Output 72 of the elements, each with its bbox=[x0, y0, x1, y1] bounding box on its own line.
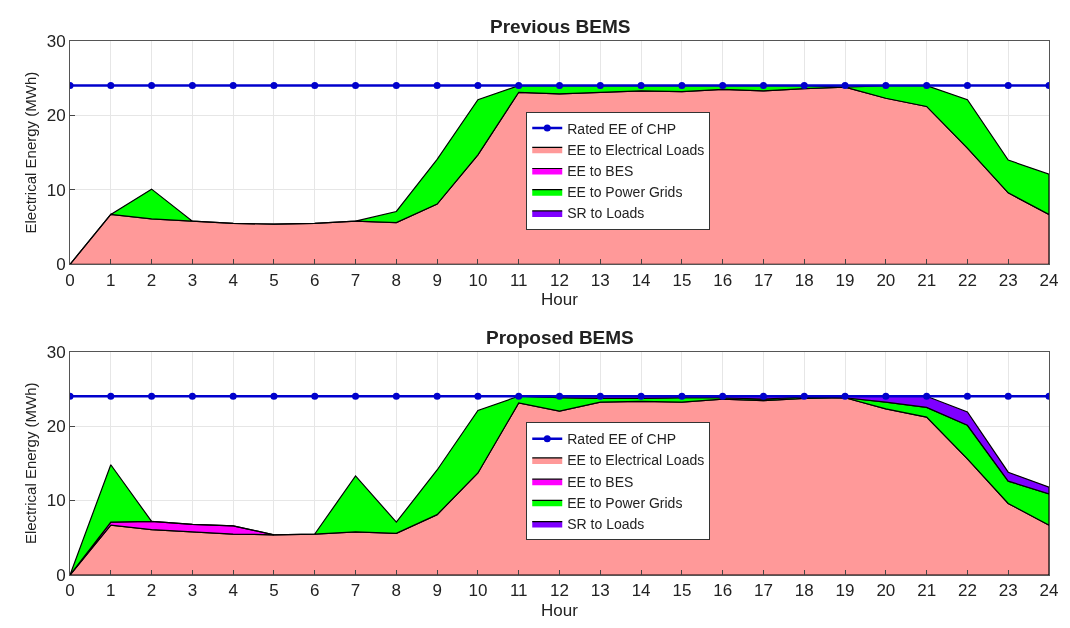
x-tick-label: 9 bbox=[432, 581, 442, 601]
x-axis-title: Hour bbox=[541, 290, 579, 310]
chart-title: Proposed BEMS bbox=[486, 327, 634, 348]
x-tick-label: 10 bbox=[468, 270, 488, 290]
y-tick-label: 30 bbox=[46, 342, 66, 362]
x-tick-label: 5 bbox=[269, 270, 279, 290]
x-tick-label: 7 bbox=[350, 270, 361, 290]
x-tick-label: 19 bbox=[835, 270, 855, 290]
x-tick-label: 14 bbox=[631, 581, 651, 601]
y-tick-label: 0 bbox=[56, 565, 66, 585]
x-tick-label: 19 bbox=[835, 581, 855, 601]
y-tick-label: 20 bbox=[46, 106, 66, 126]
x-tick-label: 3 bbox=[187, 581, 198, 601]
legend-label: Rated EE of CHP bbox=[567, 431, 677, 448]
legend-label: EE to Electrical Loads bbox=[567, 141, 705, 158]
x-tick-label: 8 bbox=[391, 581, 402, 601]
y-axis-title: Electrical Energy (MWh) bbox=[21, 71, 39, 234]
x-tick-label: 9 bbox=[432, 270, 442, 290]
x-tick-label: 20 bbox=[876, 270, 896, 290]
legend-label: SR to Loads bbox=[567, 516, 645, 533]
x-tick-label: 7 bbox=[350, 581, 361, 601]
x-tick-label: 15 bbox=[672, 581, 692, 601]
x-tick-label: 13 bbox=[590, 581, 610, 601]
x-tick-label: 16 bbox=[713, 581, 733, 601]
y-tick-label: 10 bbox=[46, 180, 66, 200]
x-tick-label: 4 bbox=[228, 270, 238, 290]
x-tick-label: 18 bbox=[794, 270, 814, 290]
y-tick-label: 20 bbox=[46, 416, 66, 436]
x-tick-label: 2 bbox=[146, 270, 157, 290]
x-tick-label: 3 bbox=[187, 270, 198, 290]
x-tick-label: 10 bbox=[468, 581, 488, 601]
x-tick-label: 23 bbox=[998, 270, 1018, 290]
x-tick-label: 5 bbox=[269, 581, 279, 601]
x-tick-label: 12 bbox=[550, 581, 569, 601]
x-tick-label: 6 bbox=[310, 270, 320, 290]
legend-label: EE to Electrical Loads bbox=[567, 452, 705, 469]
x-tick-label: 15 bbox=[672, 270, 692, 290]
legend-label: SR to Loads bbox=[567, 205, 645, 222]
x-tick-label: 24 bbox=[1039, 581, 1059, 601]
legend-label: EE to BES bbox=[567, 473, 634, 490]
x-tick-label: 1 bbox=[106, 581, 116, 601]
x-tick-label: 20 bbox=[876, 581, 896, 601]
x-tick-label: 21 bbox=[917, 581, 937, 601]
x-tick-label: 21 bbox=[917, 270, 937, 290]
legend-label: EE to Power Grids bbox=[567, 494, 683, 511]
x-tick-label: 23 bbox=[998, 581, 1018, 601]
x-tick-label: 6 bbox=[310, 581, 320, 601]
x-tick-label: 12 bbox=[550, 270, 569, 290]
y-tick-label: 30 bbox=[46, 31, 66, 51]
x-tick-label: 24 bbox=[1039, 270, 1059, 290]
x-tick-label: 14 bbox=[631, 270, 651, 290]
chart-title: Previous BEMS bbox=[490, 16, 631, 37]
x-axis-title: Hour bbox=[541, 600, 579, 620]
y-tick-label: 10 bbox=[46, 491, 66, 511]
x-tick-label: 17 bbox=[754, 581, 773, 601]
x-tick-label: 16 bbox=[713, 270, 733, 290]
x-tick-label: 13 bbox=[590, 270, 610, 290]
x-tick-label: 8 bbox=[391, 270, 402, 290]
y-axis-title: Electrical Energy (MWh) bbox=[21, 382, 39, 545]
x-tick-label: 1 bbox=[106, 270, 116, 290]
x-tick-label: 2 bbox=[146, 581, 157, 601]
legend-label: EE to BES bbox=[567, 162, 634, 179]
x-tick-label: 11 bbox=[509, 581, 528, 601]
x-tick-label: 17 bbox=[754, 270, 773, 290]
x-tick-label: 11 bbox=[509, 270, 528, 290]
x-tick-label: 18 bbox=[794, 581, 814, 601]
x-tick-label: 22 bbox=[957, 270, 977, 290]
legend-label: EE to Power Grids bbox=[567, 184, 683, 201]
x-tick-label: 22 bbox=[957, 581, 977, 601]
y-tick-label: 0 bbox=[56, 255, 66, 275]
legend-label: Rated EE of CHP bbox=[567, 120, 677, 137]
x-tick-label: 4 bbox=[228, 581, 238, 601]
